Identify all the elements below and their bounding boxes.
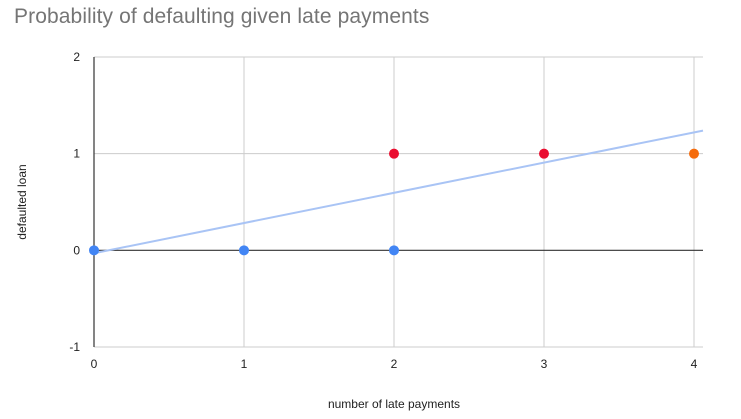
- data-points: [89, 148, 699, 256]
- data-point: [389, 245, 399, 256]
- y-tick-label: 0: [73, 243, 80, 257]
- y-tick-label: 1: [73, 147, 80, 161]
- grid-lines: [94, 56, 703, 348]
- x-tick-label: 1: [241, 357, 248, 371]
- data-point: [539, 148, 549, 159]
- y-tick-label: 2: [73, 50, 80, 64]
- tick-labels: -1 0 1 2 0 1 2 3 4: [69, 50, 697, 371]
- trendline: [93, 129, 704, 255]
- x-tick-label: 3: [541, 357, 548, 371]
- y-axis-title: defaulted loan: [15, 164, 29, 239]
- data-point: [239, 245, 249, 256]
- chart-title: Probability of defaulting given late pay…: [14, 5, 430, 28]
- y-tick-label: -1: [69, 340, 80, 354]
- trendline-layer: [93, 129, 704, 255]
- axes: [93, 57, 703, 347]
- data-point: [89, 245, 99, 256]
- x-tick-label: 0: [91, 357, 98, 371]
- data-point: [689, 148, 699, 159]
- x-tick-label: 2: [391, 357, 398, 371]
- x-axis-title: number of late payments: [328, 397, 460, 411]
- data-point: [389, 148, 399, 159]
- x-tick-label: 4: [691, 357, 698, 371]
